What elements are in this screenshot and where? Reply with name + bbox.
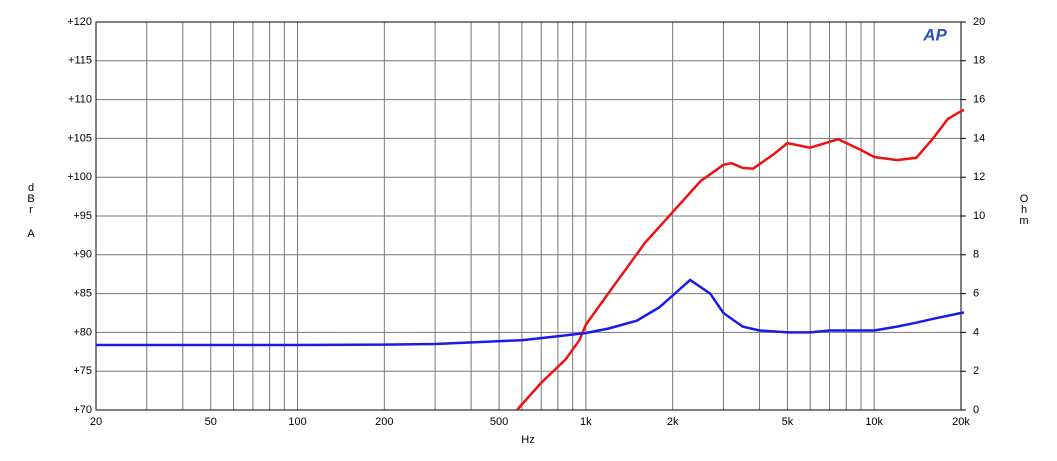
y-tick-label: +115: [68, 55, 92, 67]
y2-tick-label: 6: [973, 288, 979, 300]
y2-tick-label: 18: [973, 55, 985, 67]
y2-tick-label: 12: [973, 171, 985, 183]
y-tick-label: +120: [67, 16, 92, 28]
y-tick-label: +70: [73, 404, 92, 416]
y-tick-label: +110: [68, 94, 92, 106]
x-tick-label: 1k: [580, 416, 592, 428]
y-tick-label: +90: [73, 249, 92, 261]
y2-tick-label: 14: [973, 132, 985, 144]
y2-tick-label: 20: [973, 16, 985, 28]
y2-tick-label: 0: [973, 404, 979, 416]
y-tick-label: +95: [73, 210, 92, 222]
y2-tick-label: 16: [973, 94, 985, 106]
x-tick-label: 20: [90, 416, 102, 428]
y2-tick-label: 2: [973, 365, 979, 377]
x-tick-label: 100: [288, 416, 306, 428]
series-line: [516, 108, 964, 410]
series-line: [96, 278, 964, 347]
y-tick-label: +105: [67, 132, 92, 144]
y2-tick-label: 8: [973, 249, 979, 261]
y2-tick-label: 4: [973, 326, 979, 338]
y-tick-label: +75: [73, 365, 92, 377]
x-tick-label: 200: [375, 416, 393, 428]
logo: AP: [922, 25, 947, 44]
x-tick-label: 10k: [865, 416, 883, 428]
x-tick-label: 2k: [667, 416, 679, 428]
x-tick-label: 50: [205, 416, 217, 428]
y-tick-label: +100: [67, 171, 92, 183]
grid: [95, 21, 962, 411]
x-tick-label: 20k: [952, 416, 970, 428]
x-axis-label: Hz: [521, 434, 534, 446]
x-tick-label: 500: [490, 416, 508, 428]
y-tick-label: +80: [73, 326, 92, 338]
y-tick-label: +85: [73, 288, 92, 300]
y2-tick-label: 10: [973, 210, 985, 222]
x-tick-label: 5k: [782, 416, 794, 428]
